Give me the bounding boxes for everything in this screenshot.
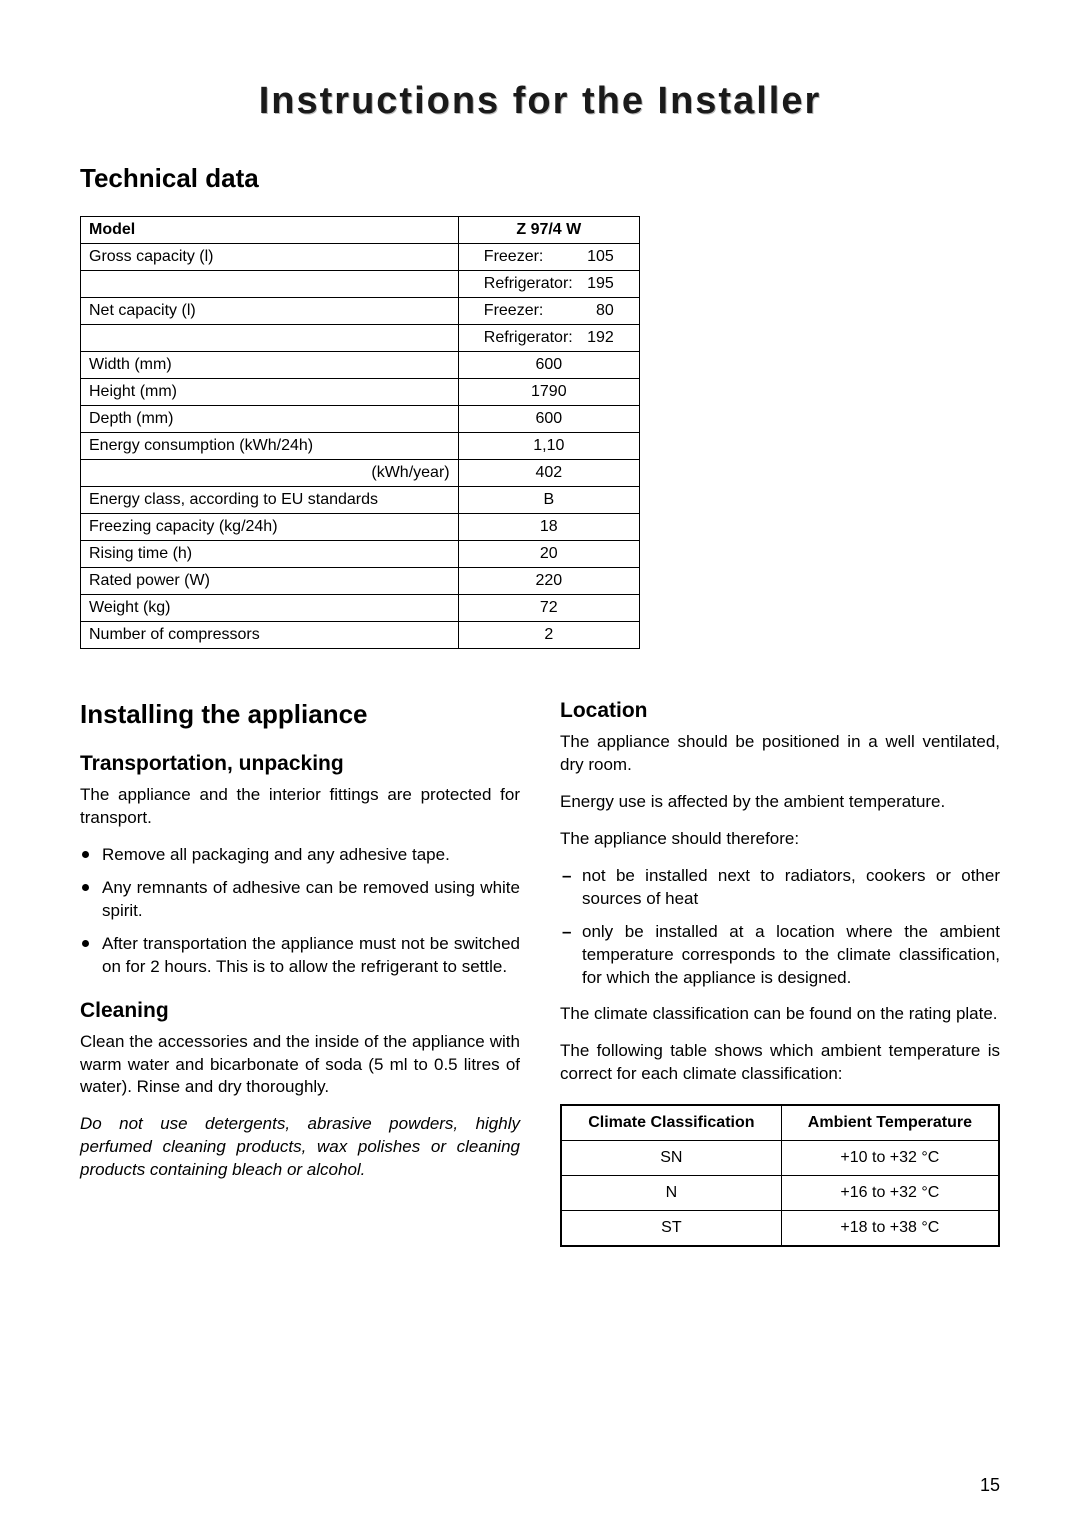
climate-col-temp: Ambient Temperature <box>781 1105 999 1141</box>
tech-value: Refrigerator:195 <box>458 271 639 298</box>
tech-label <box>81 271 459 298</box>
right-column: Location The appliance should be positio… <box>560 699 1000 1247</box>
list-item: After transportation the appliance must … <box>80 933 520 979</box>
tech-col-value: Z 97/4 W <box>458 217 639 244</box>
climate-class: N <box>561 1176 781 1211</box>
tech-label: Height (mm) <box>81 379 459 406</box>
tech-value: Freezer:80 <box>458 298 639 325</box>
page-title: Instructions for the Installer <box>80 80 1000 123</box>
transport-intro: The appliance and the interior fittings … <box>80 784 520 830</box>
tech-value: 2 <box>458 622 639 649</box>
climate-temp: +10 to +32 °C <box>781 1141 999 1176</box>
transport-bullets: Remove all packaging and any adhesive ta… <box>80 844 520 979</box>
climate-class: ST <box>561 1211 781 1247</box>
location-p3: The appliance should therefore: <box>560 828 1000 851</box>
tech-value: Refrigerator:192 <box>458 325 639 352</box>
tech-label: Gross capacity (l) <box>81 244 459 271</box>
tech-label: Net capacity (l) <box>81 298 459 325</box>
installing-heading: Installing the appliance <box>80 699 520 730</box>
tech-label: Width (mm) <box>81 352 459 379</box>
technical-data-table: Model Z 97/4 W Gross capacity (l) Freeze… <box>80 216 640 649</box>
location-p5: The following table shows which ambient … <box>560 1040 1000 1086</box>
list-item: Remove all packaging and any adhesive ta… <box>80 844 520 867</box>
climate-col-class: Climate Classification <box>561 1105 781 1141</box>
page-number: 15 <box>980 1475 1000 1496</box>
tech-value: 220 <box>458 568 639 595</box>
tech-value: 600 <box>458 406 639 433</box>
cleaning-p1: Clean the accessories and the inside of … <box>80 1031 520 1100</box>
location-p2: Energy use is affected by the ambient te… <box>560 791 1000 814</box>
tech-value: 1790 <box>458 379 639 406</box>
climate-temp: +16 to +32 °C <box>781 1176 999 1211</box>
tech-label: Rising time (h) <box>81 541 459 568</box>
left-column: Installing the appliance Transportation,… <box>80 699 520 1247</box>
climate-temp: +18 to +38 °C <box>781 1211 999 1247</box>
tech-label: Number of compressors <box>81 622 459 649</box>
tech-label: Energy class, according to EU standards <box>81 487 459 514</box>
list-item: Any remnants of adhesive can be removed … <box>80 877 520 923</box>
tech-value: 1,10 <box>458 433 639 460</box>
transport-heading: Transportation, unpacking <box>80 752 520 776</box>
tech-value: 600 <box>458 352 639 379</box>
climate-class: SN <box>561 1141 781 1176</box>
tech-value: 18 <box>458 514 639 541</box>
list-item: not be installed next to radiators, cook… <box>560 865 1000 911</box>
tech-value: 402 <box>458 460 639 487</box>
cleaning-p2: Do not use detergents, abrasive powders,… <box>80 1113 520 1182</box>
tech-label: Depth (mm) <box>81 406 459 433</box>
tech-label: (kWh/year) <box>81 460 459 487</box>
location-p1: The appliance should be positioned in a … <box>560 731 1000 777</box>
location-bullets: not be installed next to radiators, cook… <box>560 865 1000 990</box>
tech-value: Freezer:105 <box>458 244 639 271</box>
tech-value: 20 <box>458 541 639 568</box>
tech-col-model: Model <box>81 217 459 244</box>
technical-data-heading: Technical data <box>80 163 1000 194</box>
location-p4: The climate classification can be found … <box>560 1003 1000 1026</box>
list-item: only be installed at a location where th… <box>560 921 1000 990</box>
cleaning-heading: Cleaning <box>80 999 520 1023</box>
tech-label: Freezing capacity (kg/24h) <box>81 514 459 541</box>
tech-value: B <box>458 487 639 514</box>
climate-table: Climate Classification Ambient Temperatu… <box>560 1104 1000 1247</box>
tech-value: 72 <box>458 595 639 622</box>
tech-label: Energy consumption (kWh/24h) <box>81 433 459 460</box>
tech-label: Weight (kg) <box>81 595 459 622</box>
tech-label: Rated power (W) <box>81 568 459 595</box>
tech-label <box>81 325 459 352</box>
location-heading: Location <box>560 699 1000 723</box>
